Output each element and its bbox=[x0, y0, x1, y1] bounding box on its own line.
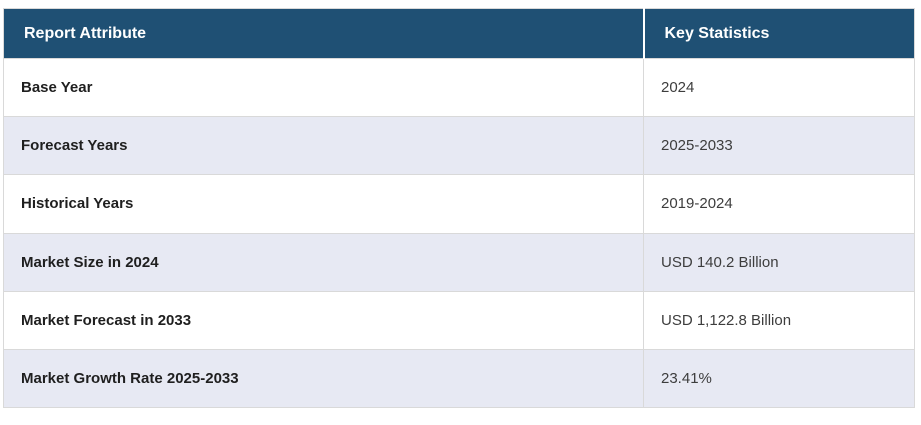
attribute-cell: Forecast Years bbox=[3, 116, 644, 175]
value-cell: 2019-2024 bbox=[643, 174, 915, 234]
attribute-cell: Market Forecast in 2033 bbox=[3, 290, 644, 350]
value-cell: USD 1,122.8 Billion bbox=[643, 290, 915, 350]
attribute-cell: Market Size in 2024 bbox=[3, 232, 644, 292]
attribute-cell: Market Growth Rate 2025-2033 bbox=[3, 348, 644, 408]
attribute-cell: Base Year bbox=[3, 57, 644, 117]
header-row: Report Attribute Key Statistics bbox=[3, 8, 915, 59]
value-cell: USD 140.2 Billion bbox=[643, 232, 915, 292]
column-header-key-statistics: Key Statistics bbox=[642, 8, 915, 59]
table-row-base-year: Base Year 2024 bbox=[3, 57, 915, 117]
attribute-cell: Historical Years bbox=[3, 174, 644, 234]
value-cell: 2024 bbox=[643, 57, 915, 117]
column-header-report-attribute: Report Attribute bbox=[3, 8, 644, 59]
table-row-historical-years: Historical Years 2019-2024 bbox=[3, 174, 915, 234]
table-row-market-growth-rate: Market Growth Rate 2025-2033 23.41% bbox=[3, 348, 915, 408]
table-row-forecast-years: Forecast Years 2025-2033 bbox=[3, 116, 915, 175]
value-cell: 2025-2033 bbox=[643, 116, 915, 175]
table-row-market-size-2024: Market Size in 2024 USD 140.2 Billion bbox=[3, 232, 915, 292]
table-row-market-forecast-2033: Market Forecast in 2033 USD 1,122.8 Bill… bbox=[3, 290, 915, 350]
report-attributes-table: Report Attribute Key Statistics Base Yea… bbox=[3, 8, 915, 409]
value-cell: 23.41% bbox=[643, 348, 915, 408]
